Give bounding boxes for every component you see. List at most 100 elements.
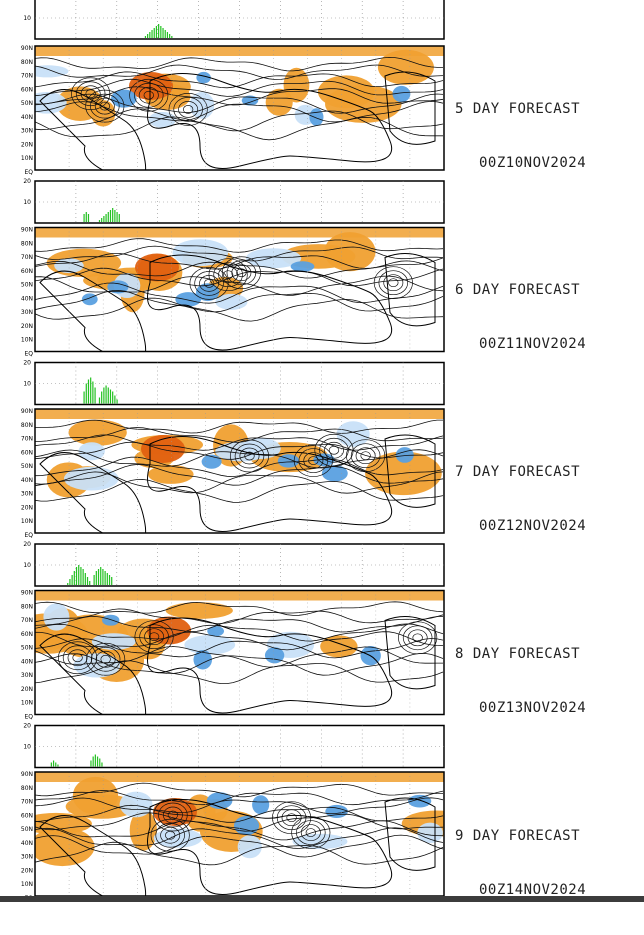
latitude-label: 80N [21, 603, 33, 610]
forecast-label-day8: 8 DAY FORECAST 00Z13NOV2024 [455, 609, 586, 753]
map-frame [34, 226, 445, 353]
low-contour [319, 437, 349, 463]
forecast-label-title: 5 DAY FORECAST [455, 101, 581, 117]
negative-anomaly [241, 95, 259, 106]
weak-negative-anomaly [245, 248, 302, 269]
latitude-label: 50N [21, 463, 33, 470]
low-contour [129, 78, 169, 112]
forecast-label-day5: 5 DAY FORECAST 00Z10NOV2024 [455, 64, 586, 208]
bar-tick-label: 10 [23, 15, 31, 22]
latitude-label: 80N [21, 240, 33, 247]
negative-anomaly [325, 804, 348, 818]
low-contour [90, 646, 121, 672]
coastline [147, 617, 392, 714]
latitude-label: 70N [21, 73, 33, 80]
latitude-label: 60N [21, 449, 33, 456]
latitude-label: 40N [21, 840, 33, 847]
negative-anomaly [252, 795, 270, 815]
weak-negative-anomaly [43, 603, 70, 631]
low-contour [239, 447, 260, 465]
low-contour [305, 828, 316, 837]
latitude-label: 20N [21, 141, 33, 148]
coastline [384, 616, 436, 690]
forecast-label-day7: 7 DAY FORECAST 00Z12NOV2024 [455, 427, 586, 571]
forecast-label-date: 00Z10NOV2024 [479, 155, 587, 171]
latitude-label: 90N [21, 227, 33, 234]
low-contour [231, 264, 252, 282]
latitude-label: 40N [21, 658, 33, 665]
low-contour [155, 822, 185, 848]
height-contour [35, 245, 444, 262]
negative-anomaly [392, 85, 411, 103]
low-contour [203, 279, 215, 288]
low-contour [178, 101, 199, 118]
coastline [147, 254, 392, 351]
bar-tick-label: 20 [23, 178, 31, 185]
low-contour [314, 433, 354, 467]
height-contour [35, 449, 444, 469]
low-contour [373, 266, 413, 300]
low-contour [300, 824, 321, 841]
height-contour [35, 71, 444, 89]
latitude-label: 40N [21, 477, 33, 484]
latitude-label: 50N [21, 645, 33, 652]
map-frame [34, 408, 445, 534]
low-contour [412, 633, 423, 643]
height-contour [35, 434, 444, 451]
latitude-label: 50N [21, 826, 33, 833]
latitude-label: 30N [21, 854, 33, 861]
latitude-label: 30N [21, 309, 33, 316]
bar-tick-label: 20 [23, 0, 31, 1]
height-contour [35, 790, 444, 806]
latitude-label: 50N [21, 100, 33, 107]
weak-negative-anomaly [78, 442, 105, 461]
latitude-label: 60N [21, 631, 33, 638]
positive-anomaly [147, 464, 194, 484]
forecast-label-date: 00Z11NOV2024 [479, 336, 587, 352]
positive-anomaly [165, 602, 233, 619]
height-contour [35, 64, 444, 80]
forecast-label-title: 6 DAY FORECAST [455, 282, 581, 298]
low-contour [148, 632, 160, 642]
forecast-panel: 90N 80N 70N 60N 50N 40N 30N 20N 10N EQ 20 10 [21, 589, 445, 769]
latitude-label: 70N [21, 799, 33, 806]
positive-anomaly [324, 232, 376, 272]
low-contour [144, 628, 165, 646]
height-contour [35, 260, 444, 279]
weak-negative-anomaly [63, 466, 119, 491]
negative-anomaly [196, 283, 220, 302]
low-contour [58, 641, 98, 675]
coastline [384, 797, 436, 871]
low-contour [189, 267, 229, 300]
forecast-label-day9: 9 DAY FORECAST 00Z14NOV2024 [455, 791, 586, 935]
negative-anomaly [277, 454, 300, 468]
low-contour [183, 105, 194, 114]
low-contour [134, 620, 174, 654]
height-contour [35, 631, 444, 651]
forecast-label-title: 9 DAY FORECAST [455, 828, 581, 844]
latitude-label: 20N [21, 686, 33, 693]
latitude-label: 90N [21, 590, 33, 597]
positive-anomaly [377, 49, 434, 85]
weak-negative-anomaly [184, 635, 236, 655]
latitude-label: 30N [21, 672, 33, 679]
height-contour [35, 297, 444, 322]
low-contour [286, 813, 297, 823]
low-contour [218, 266, 239, 284]
map-content [35, 772, 444, 896]
weak-negative-anomaly [215, 293, 248, 310]
map-frame [34, 589, 445, 716]
negative-anomaly [175, 292, 202, 307]
negative-anomaly [290, 261, 315, 272]
height-contour [35, 471, 444, 494]
low-contour [139, 624, 169, 650]
low-contour [281, 809, 302, 827]
height-contour [35, 478, 444, 503]
low-contour [173, 97, 203, 122]
forecast-label-date: 00Z14NOV2024 [479, 882, 587, 898]
low-contour [71, 77, 111, 111]
strong-positive-anomaly [135, 253, 179, 282]
height-contour [35, 238, 444, 253]
